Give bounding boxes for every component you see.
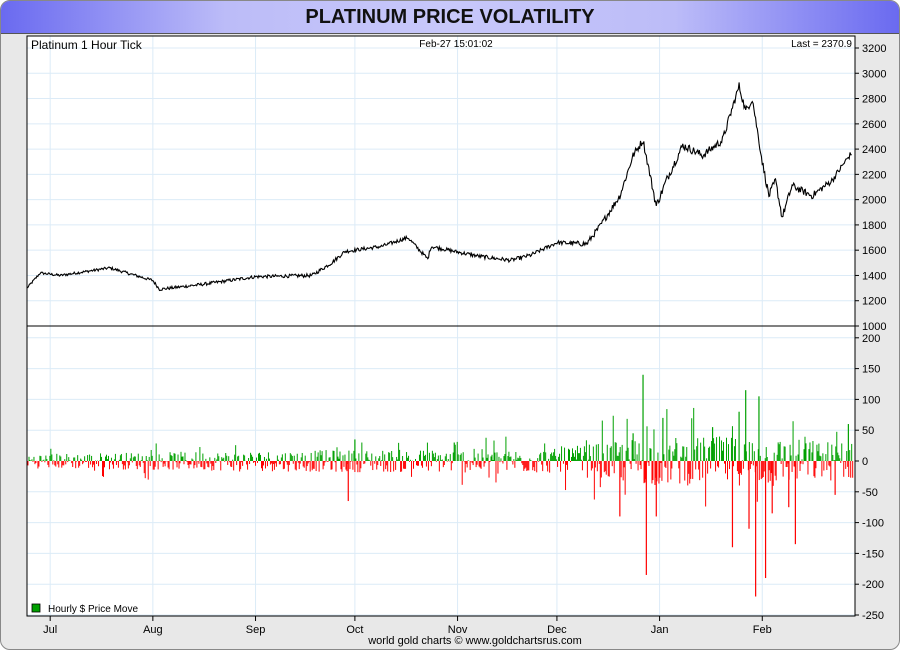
price-tick-label: 1000 [862, 321, 886, 333]
month-label: Jan [651, 624, 669, 636]
move-tick-label: -100 [862, 518, 884, 530]
chart-title: PLATINUM PRICE VOLATILITY [305, 6, 595, 28]
price-tick-label: 2000 [862, 195, 886, 207]
move-tick-label: 150 [862, 364, 880, 376]
move-tick-label: 0 [862, 456, 868, 468]
last-price-label: Last = 2370.9 [791, 39, 852, 50]
price-tick-label: 1600 [862, 245, 886, 257]
move-tick-label: -50 [862, 487, 878, 499]
volatility-bars [26, 374, 854, 597]
legend-swatch [31, 603, 41, 613]
timestamp-label: Feb-27 15:01:02 [419, 39, 493, 50]
title-bar: PLATINUM PRICE VOLATILITY [1, 1, 899, 34]
price-tick-label: 1400 [862, 270, 886, 282]
move-tick-label: -150 [862, 548, 884, 560]
price-tick-label: 2600 [862, 119, 886, 131]
price-tick-label: 3200 [862, 43, 886, 55]
move-tick-label: 50 [862, 425, 874, 437]
legend-label: Hourly $ Price Move [48, 604, 138, 615]
price-tick-label: 2800 [862, 94, 886, 106]
panel-label: Platinum 1 Hour Tick [31, 38, 143, 52]
month-label: Nov [448, 624, 468, 636]
price-tick-label: 1200 [862, 296, 886, 308]
month-label: Dec [547, 624, 567, 636]
footer-credit: world gold charts © www.goldchartsrus.co… [367, 635, 582, 647]
month-label: Oct [346, 624, 363, 636]
price-tick-label: 1800 [862, 220, 886, 232]
month-label: Aug [143, 624, 163, 636]
price-line [26, 82, 852, 292]
price-tick-label: 3000 [862, 68, 886, 80]
month-label: Jul [43, 624, 57, 636]
month-label: Sep [246, 624, 266, 636]
move-tick-label: -250 [862, 610, 884, 622]
move-tick-label: 100 [862, 394, 880, 406]
price-tick-label: 2200 [862, 169, 886, 181]
move-tick-label: -200 [862, 579, 884, 591]
move-tick-label: 200 [862, 333, 880, 345]
month-label: Feb [753, 624, 772, 636]
price-tick-label: 2400 [862, 144, 886, 156]
